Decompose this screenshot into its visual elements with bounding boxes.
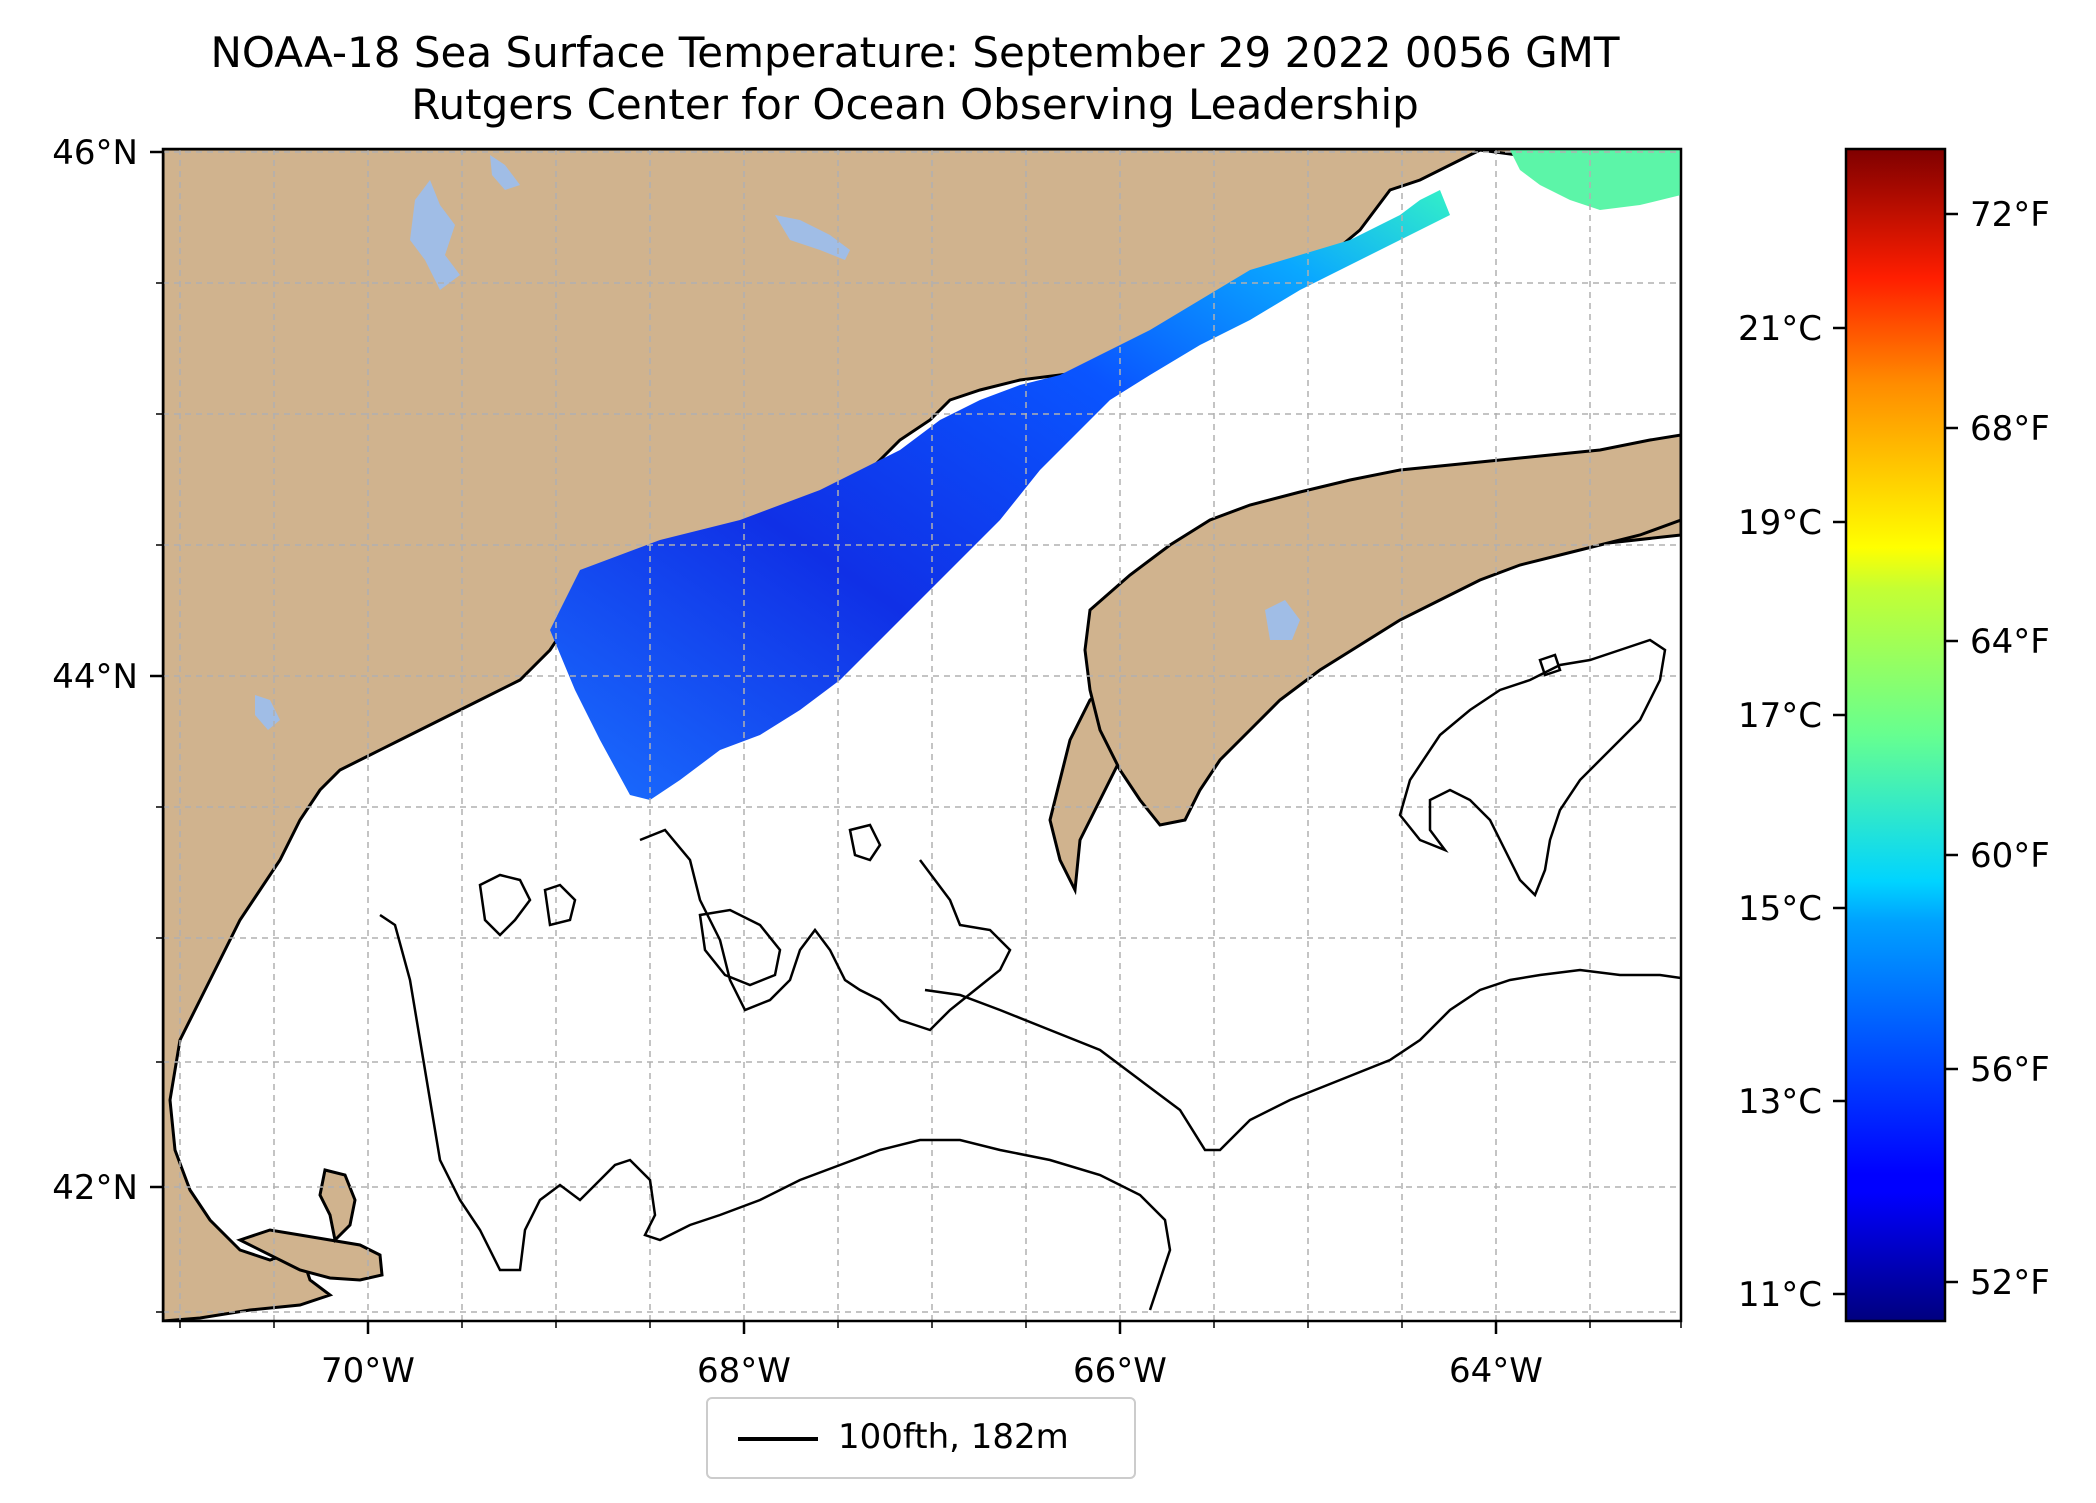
lon-label-70: 70°W [321,1351,415,1391]
lat-label-42: 42°N [52,1168,138,1208]
chart-title: NOAA-18 Sea Surface Temperature: Septemb… [210,28,1620,77]
lat-label-46: 46°N [52,133,138,173]
cbar-f-68: 68°F [1970,409,2050,449]
colorbar [1844,147,1947,1323]
cbar-c-11: 11°C [1738,1275,1822,1315]
cbar-f-64: 64°F [1970,622,2050,662]
cbar-c-17: 17°C [1738,696,1822,736]
lat-label-44: 44°N [52,657,138,697]
sst-cloud-gap [920,500,1120,660]
land-cape-cod [236,1228,384,1282]
cbar-f-72: 72°F [1970,195,2050,235]
legend: 100fth, 182m [706,1397,1136,1479]
sst-swath-north [1510,150,1681,210]
legend-line-swatch [738,1437,818,1441]
lake-2 [490,155,520,190]
land-nova-scotia [1083,433,1681,827]
axis-minor-ticks [156,282,1682,1328]
cbar-c-15: 15°C [1738,889,1822,929]
cbar-c-19: 19°C [1738,503,1822,543]
lake-5 [775,215,850,260]
lon-label-66: 66°W [1073,1351,1167,1391]
lake-1 [410,180,460,290]
legend-label: 100fth, 182m [838,1417,1069,1457]
axis-ticks [150,150,1498,1334]
cbar-c-13: 13°C [1738,1082,1822,1122]
isobath-100fth [379,638,1681,1311]
gridlines [163,149,1681,1321]
lon-label-64: 64°W [1449,1351,1543,1391]
cbar-f-60: 60°F [1970,836,2050,876]
map-frame [161,147,1683,1323]
colorbar-ticks [1833,212,1958,1296]
cbar-f-56: 56°F [1970,1050,2050,1090]
lake-4 [1265,600,1300,640]
chart-subtitle: Rutgers Center for Ocean Observing Leade… [411,80,1419,129]
sst-swath [550,190,1450,800]
lon-label-68: 68°W [697,1351,791,1391]
cbar-f-52: 52°F [1970,1263,2050,1303]
cbar-c-21: 21°C [1738,309,1822,349]
